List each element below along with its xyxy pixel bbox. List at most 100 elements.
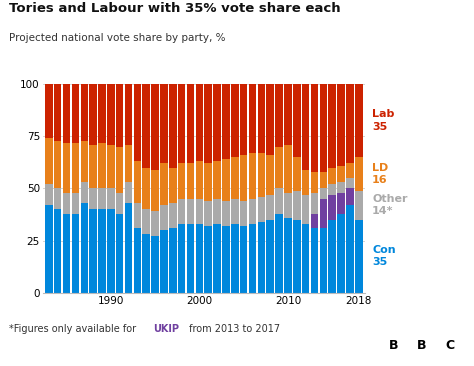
Bar xyxy=(257,197,265,222)
Bar xyxy=(240,226,247,293)
Bar xyxy=(169,84,177,168)
Bar xyxy=(72,143,79,193)
Bar xyxy=(134,84,141,161)
Bar xyxy=(222,201,230,226)
Bar xyxy=(213,161,221,199)
Bar xyxy=(178,199,185,224)
Bar xyxy=(302,195,310,224)
Bar xyxy=(204,84,212,164)
Bar xyxy=(63,213,70,293)
Bar xyxy=(257,222,265,293)
FancyBboxPatch shape xyxy=(438,331,463,361)
Text: B: B xyxy=(417,339,427,352)
Bar xyxy=(284,218,292,293)
Bar xyxy=(231,84,238,157)
Bar xyxy=(178,164,185,199)
Bar xyxy=(293,84,301,157)
Bar xyxy=(90,188,97,209)
Bar xyxy=(355,191,363,220)
Bar xyxy=(249,84,256,153)
Bar xyxy=(337,213,345,293)
FancyBboxPatch shape xyxy=(381,331,406,361)
Bar xyxy=(311,228,318,293)
Bar xyxy=(284,145,292,193)
Text: *Figures only available for: *Figures only available for xyxy=(9,324,140,334)
Bar xyxy=(266,220,274,293)
Bar xyxy=(98,143,106,188)
Bar xyxy=(178,224,185,293)
Bar xyxy=(54,84,62,141)
Bar xyxy=(284,84,292,145)
Bar xyxy=(90,209,97,293)
Bar xyxy=(222,84,230,159)
Bar xyxy=(187,84,194,164)
Bar xyxy=(134,203,141,228)
Bar xyxy=(293,191,301,220)
Bar xyxy=(151,236,159,293)
Bar xyxy=(213,224,221,293)
Bar xyxy=(337,193,345,213)
Bar xyxy=(81,182,88,203)
Bar xyxy=(249,224,256,293)
Bar xyxy=(249,199,256,224)
Bar xyxy=(45,205,53,293)
Bar xyxy=(125,182,132,203)
Bar xyxy=(81,203,88,293)
Bar xyxy=(302,224,310,293)
Bar xyxy=(169,203,177,228)
Bar xyxy=(284,193,292,218)
Bar xyxy=(72,213,79,293)
Bar xyxy=(275,147,283,188)
Bar xyxy=(125,203,132,293)
Bar xyxy=(81,141,88,182)
Bar xyxy=(337,84,345,165)
Bar xyxy=(72,84,79,143)
Bar xyxy=(319,199,327,228)
Bar xyxy=(328,220,336,293)
Bar xyxy=(328,195,336,220)
Bar xyxy=(196,161,203,199)
Bar xyxy=(160,230,168,293)
Bar xyxy=(196,84,203,161)
Text: Con
35: Con 35 xyxy=(372,245,396,268)
Bar xyxy=(240,155,247,201)
Bar xyxy=(231,224,238,293)
Bar xyxy=(346,205,354,293)
Bar xyxy=(151,170,159,212)
Bar xyxy=(204,226,212,293)
Bar xyxy=(187,224,194,293)
Bar xyxy=(98,188,106,209)
Bar xyxy=(143,168,150,209)
Bar xyxy=(293,157,301,191)
Bar xyxy=(204,164,212,201)
Bar xyxy=(90,84,97,145)
Bar xyxy=(231,157,238,199)
FancyBboxPatch shape xyxy=(409,331,435,361)
Bar xyxy=(249,153,256,199)
Text: Lab
35: Lab 35 xyxy=(372,109,394,132)
Bar xyxy=(275,213,283,293)
Bar xyxy=(107,145,115,188)
Bar xyxy=(302,170,310,195)
Bar xyxy=(160,205,168,230)
Bar xyxy=(160,84,168,164)
Bar xyxy=(187,199,194,224)
Text: Tories and Labour with 35% vote share each: Tories and Labour with 35% vote share ea… xyxy=(9,2,341,15)
Bar xyxy=(328,84,336,168)
Bar xyxy=(222,159,230,201)
Bar xyxy=(311,193,318,213)
Bar xyxy=(319,228,327,293)
Bar xyxy=(319,188,327,199)
Bar xyxy=(319,172,327,188)
Bar xyxy=(346,164,354,178)
Bar xyxy=(355,220,363,293)
Bar xyxy=(196,199,203,224)
Bar xyxy=(151,212,159,236)
Bar xyxy=(346,84,354,164)
Text: C: C xyxy=(446,339,455,352)
Bar xyxy=(257,153,265,197)
Bar xyxy=(107,188,115,209)
Text: B: B xyxy=(389,339,398,352)
Bar xyxy=(196,224,203,293)
Bar xyxy=(213,199,221,224)
